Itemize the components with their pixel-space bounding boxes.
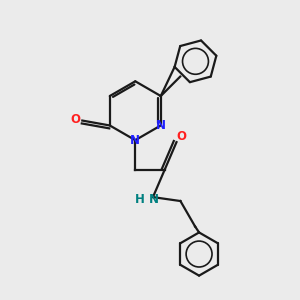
Text: N: N [149,193,159,206]
Text: O: O [176,130,186,143]
Text: H: H [135,193,145,206]
Text: N: N [156,119,166,132]
Text: O: O [70,113,80,126]
Text: N: N [130,134,140,147]
